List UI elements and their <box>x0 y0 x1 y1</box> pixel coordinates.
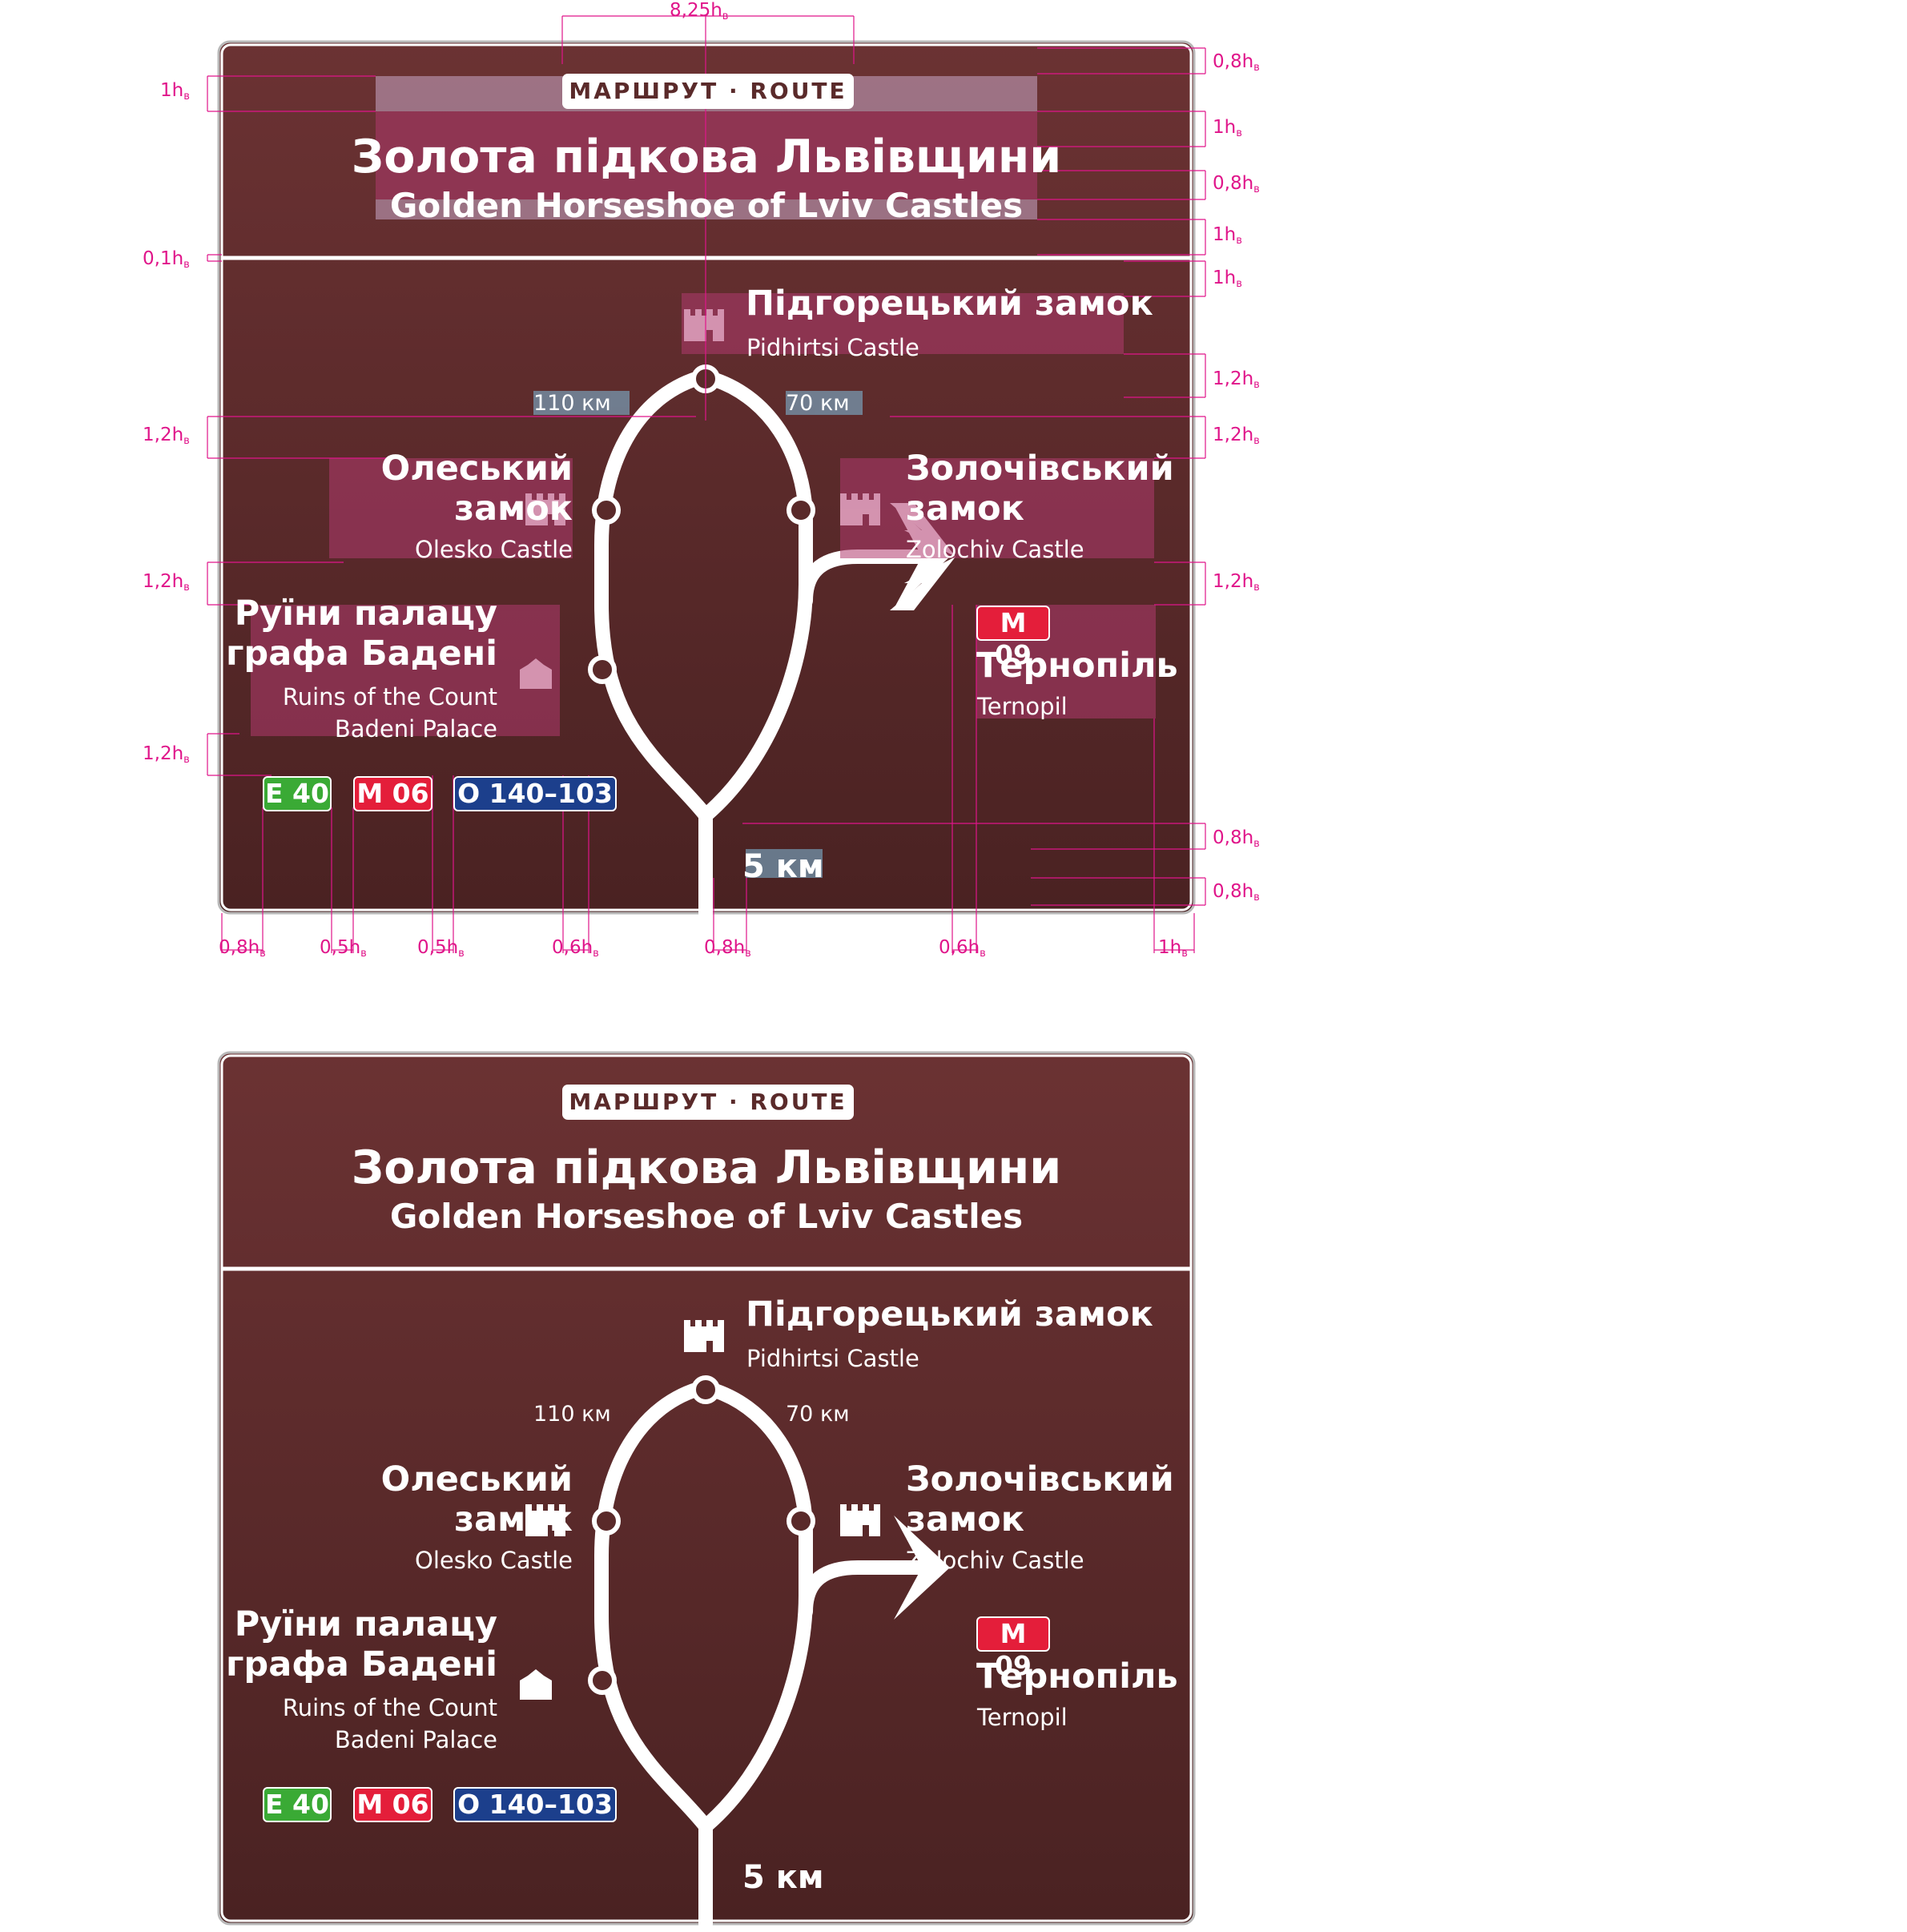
ternopil-ua: Тернопіль <box>976 1656 1178 1697</box>
dim-left-4: 1,2hв <box>143 571 190 594</box>
dim-right-9: 0,8hв <box>1213 827 1260 850</box>
ternopil-en: Ternopil <box>977 693 1068 720</box>
zolochiv-ua-1: Золочівський <box>906 449 1174 489</box>
olesko-en: Olesko Castle <box>415 536 573 563</box>
pidhirtsi-ua: Підгорецький замок <box>746 284 1153 324</box>
e40-badge: E 40 <box>263 776 332 811</box>
distance-left: 110 км <box>533 391 611 416</box>
distance-left: 110 км <box>533 1402 611 1427</box>
o140-badge: O 140–103 <box>453 776 617 811</box>
pidhirtsi-en: Pidhirtsi Castle <box>746 1345 919 1372</box>
annotated-sign: МАРШРУТ · ROUTE Золота підкова Львівщини… <box>143 2 1260 960</box>
ternopil-ua: Тернопіль <box>976 646 1178 686</box>
dim-left-3: 1,2hв <box>143 425 190 447</box>
dim-right-1: 0,8hв <box>1213 51 1260 74</box>
route-title-en: Golden Horseshoe of Lviv Castles <box>389 1197 1024 1236</box>
m09-badge: M 09 <box>976 606 1050 670</box>
arrow-head <box>894 1515 950 1620</box>
m06-badge: M 06 <box>353 776 432 811</box>
dim-right-4: 1hв <box>1213 224 1242 247</box>
o140-badge: O 140–103 <box>453 1787 617 1822</box>
dim-right-2: 1hв <box>1213 117 1242 139</box>
olesko-en: Olesko Castle <box>415 1547 573 1574</box>
clean-sign: МАРШРУТ · ROUTE Золота підкова Львівщини… <box>217 1051 1196 1931</box>
badeni-ua-2: графа Бадені <box>225 634 497 674</box>
badeni-ua-1: Руїни палацу <box>234 1604 497 1644</box>
route-label: МАРШРУТ · ROUTE <box>562 1085 854 1120</box>
dim-right-5: 1hв <box>1213 268 1242 290</box>
badeni-ua-1: Руїни палацу <box>234 594 497 634</box>
badeni-en-2: Badeni Palace <box>334 715 497 743</box>
route-nodes <box>588 364 815 684</box>
olesko-ua-1: Олеський <box>380 1459 573 1499</box>
dim-left-2: 0,1hв <box>143 248 190 271</box>
dim-bottom-2: 0,5hв <box>320 937 367 960</box>
route-nodes <box>588 1375 815 1695</box>
zolochiv-en: Zolochiv Castle <box>906 536 1084 563</box>
dim-right-7: 1,2hв <box>1213 425 1260 447</box>
badeni-en-1: Ruins of the Count <box>282 683 497 710</box>
dim-bottom-6: 0,6hв <box>939 937 986 960</box>
badeni-en-2: Badeni Palace <box>334 1726 497 1753</box>
olesko-ua-2: замок <box>454 1499 573 1540</box>
pidhirtsi-en: Pidhirtsi Castle <box>746 334 919 361</box>
route-title-en: Golden Horseshoe of Lviv Castles <box>389 186 1024 225</box>
e40-badge: E 40 <box>263 1787 332 1822</box>
route-title-ua: Золота підкова Львівщини <box>351 1141 1062 1194</box>
dim-left-5: 1,2hв <box>143 743 190 766</box>
dim-bottom-5: 0,8hв <box>704 937 751 960</box>
distance-bottom: 5 км <box>742 848 824 885</box>
dim-right-10: 0,8hв <box>1213 881 1260 904</box>
distance-right: 70 км <box>786 391 850 416</box>
olesko-ua-2: замок <box>454 489 573 529</box>
dim-right-3: 0,8hв <box>1213 173 1260 195</box>
m09-badge: M 09 <box>976 1616 1050 1681</box>
badeni-ua-2: графа Бадені <box>225 1644 497 1684</box>
sign-graphics <box>207 15 1206 953</box>
dim-right-8: 1,2hв <box>1213 571 1260 594</box>
zolochiv-ua-2: замок <box>906 489 1024 529</box>
route-label: МАРШРУТ · ROUTE <box>562 74 854 109</box>
dim-left-1: 1hв <box>160 80 190 103</box>
castle-icons <box>520 1320 880 1700</box>
route-title-ua: Золота підкова Львівщини <box>351 131 1062 183</box>
dimension-lines <box>207 15 1206 953</box>
sign-graphics-clean <box>217 1051 1196 1931</box>
zolochiv-en: Zolochiv Castle <box>906 1547 1084 1574</box>
pidhirtsi-ua: Підгорецький замок <box>746 1294 1153 1334</box>
zolochiv-ua-1: Золочівський <box>906 1459 1174 1499</box>
dim-bottom-7: 1hв <box>1158 937 1188 960</box>
dim-bottom-4: 0,6hв <box>552 937 599 960</box>
olesko-ua-1: Олеський <box>380 449 573 489</box>
ternopil-en: Ternopil <box>977 1704 1068 1731</box>
distance-bottom: 5 км <box>742 1859 824 1896</box>
badeni-en-1: Ruins of the Count <box>282 1694 497 1721</box>
dim-top: 8,25hв <box>670 0 729 22</box>
dim-bottom-1: 0,8hв <box>219 937 266 960</box>
zolochiv-ua-2: замок <box>906 1499 1024 1540</box>
dim-right-6: 1,2hв <box>1213 368 1260 391</box>
m06-badge: M 06 <box>353 1787 432 1822</box>
distance-right: 70 км <box>786 1402 850 1427</box>
dim-bottom-3: 0,5hв <box>417 937 465 960</box>
